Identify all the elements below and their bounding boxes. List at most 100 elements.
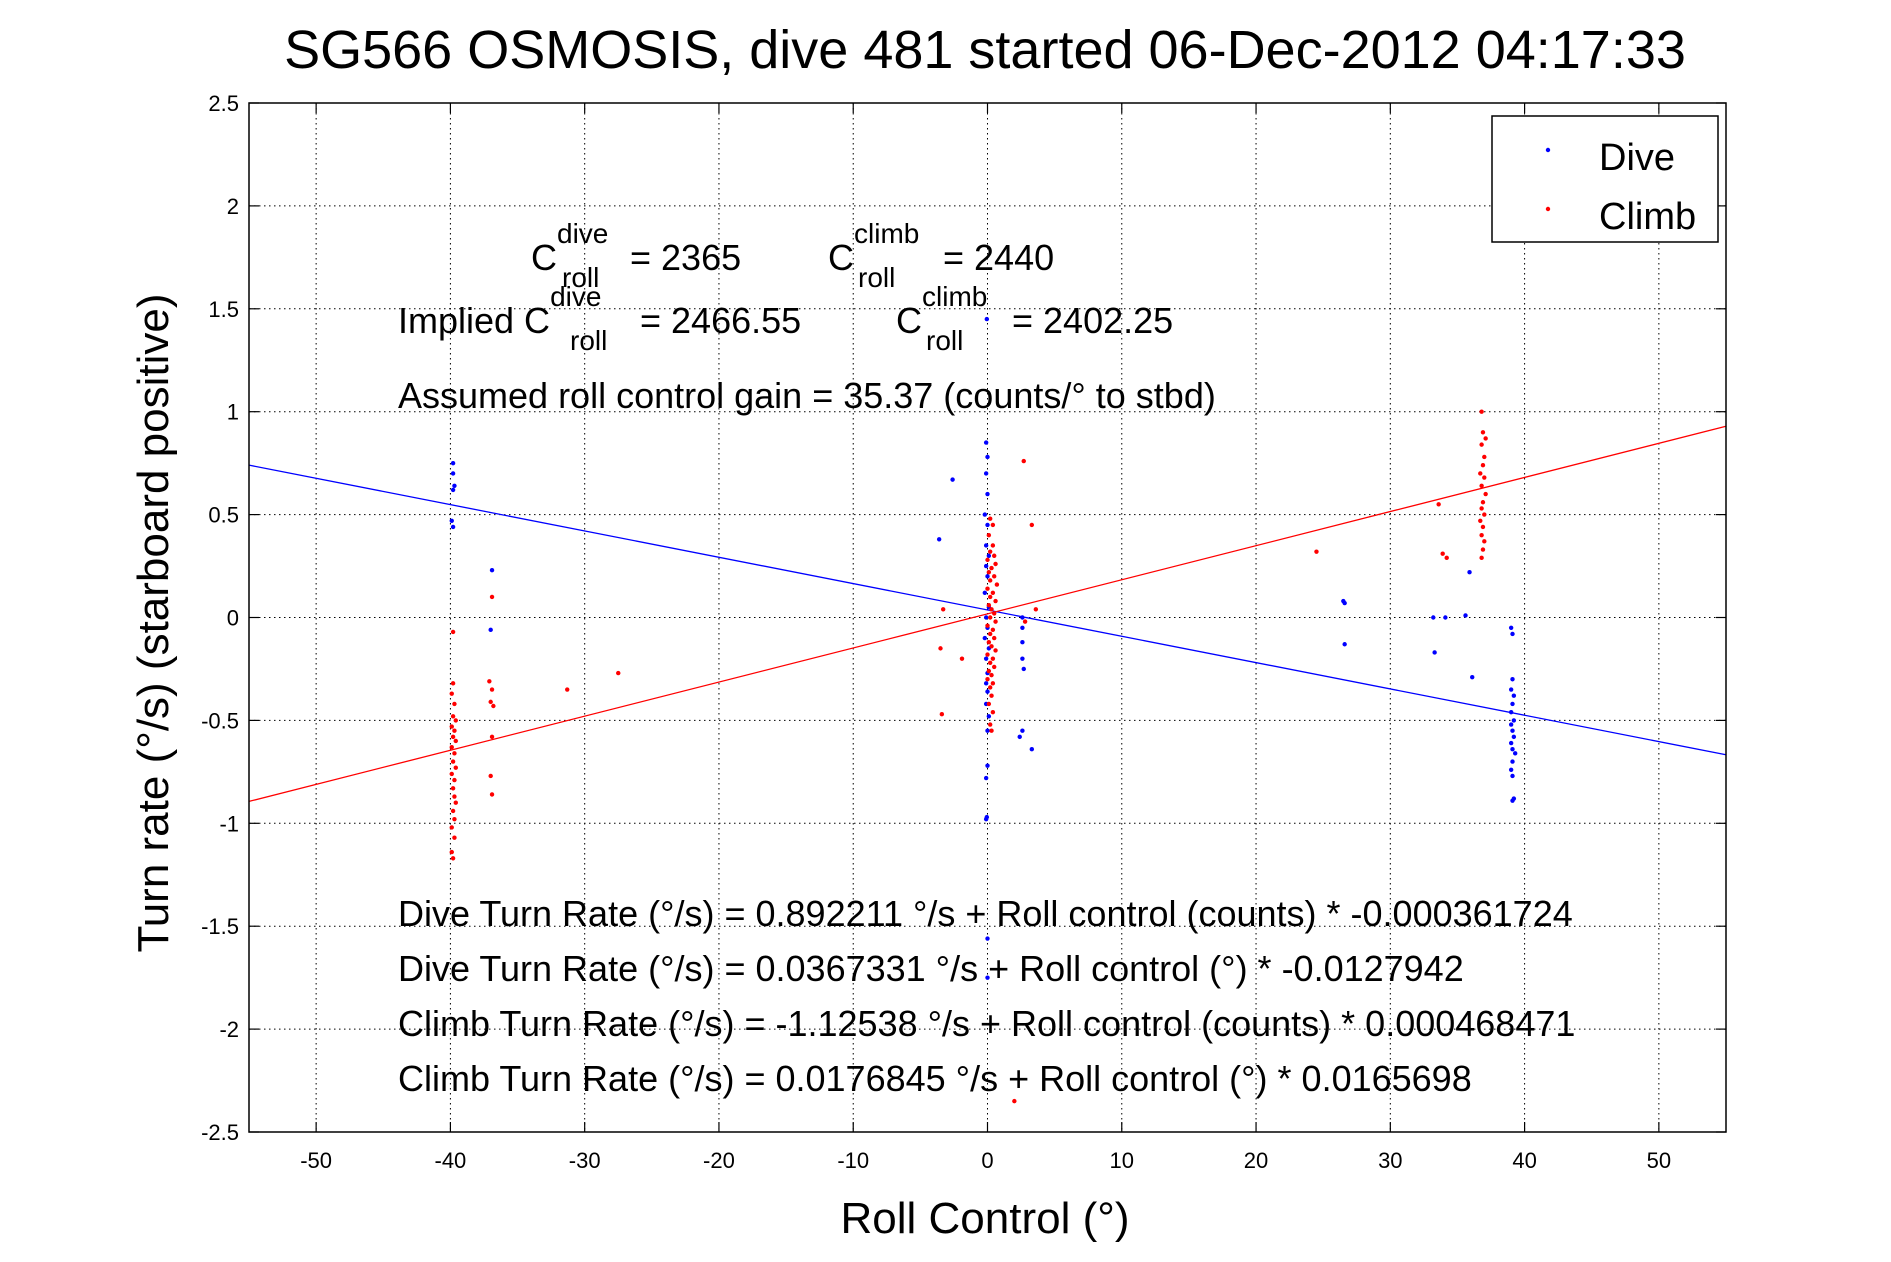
data-point <box>984 316 990 322</box>
data-point <box>993 561 998 567</box>
legend-box <box>1491 115 1719 243</box>
data-point <box>985 623 990 628</box>
data-point <box>449 771 454 777</box>
data-point <box>565 687 570 692</box>
data-point <box>487 679 492 684</box>
x-tick-label: -40 <box>435 1148 467 1173</box>
data-point <box>1021 666 1026 672</box>
data-point <box>449 825 454 830</box>
data-point <box>1511 734 1517 740</box>
x-tick-label: 0 <box>981 1148 993 1173</box>
data-point <box>1479 506 1484 511</box>
data-point <box>1511 693 1517 698</box>
data-point <box>983 656 989 661</box>
data-point <box>987 631 993 637</box>
data-point <box>985 652 990 657</box>
data-point <box>616 670 621 676</box>
data-point <box>986 602 992 608</box>
data-point <box>452 816 457 822</box>
data-point <box>1020 625 1025 630</box>
data-point <box>1480 463 1486 468</box>
data-point <box>1510 728 1515 733</box>
data-point <box>1020 728 1025 733</box>
data-point <box>990 543 996 548</box>
data-point <box>985 728 990 733</box>
data-point <box>1478 518 1483 523</box>
implied-climb-label: Cclimb roll <box>896 281 987 356</box>
data-point <box>987 578 993 583</box>
data-point <box>450 714 456 719</box>
legend-marker-dive <box>1545 147 1551 153</box>
dive-eq-counts: Dive Turn Rate (°/s) = 0.892211 °/s + Ro… <box>398 893 1573 934</box>
data-point <box>1508 687 1514 692</box>
data-point <box>450 681 456 686</box>
data-point <box>489 567 495 573</box>
data-point <box>983 816 989 822</box>
data-point <box>985 763 990 768</box>
data-point <box>1510 631 1515 637</box>
data-point <box>990 627 996 633</box>
data-point <box>989 672 994 678</box>
fit-line-climb <box>248 425 1727 803</box>
data-point <box>1510 677 1515 682</box>
c-roll-dive-sub: roll <box>562 262 599 293</box>
data-point <box>993 648 998 653</box>
legend-label-dive: Dive <box>1599 137 1675 179</box>
data-point <box>1314 549 1319 554</box>
data-point <box>940 607 946 612</box>
data-point <box>1022 619 1028 624</box>
data-point <box>452 701 457 707</box>
y-tick-label: 0.5 <box>208 503 239 528</box>
data-point <box>1511 718 1517 723</box>
data-point <box>986 701 992 707</box>
data-point <box>1432 650 1437 655</box>
data-point <box>986 639 992 645</box>
data-point <box>450 524 456 530</box>
data-point <box>1510 798 1515 803</box>
data-point <box>452 835 457 840</box>
data-point <box>990 590 996 596</box>
data-point <box>993 598 998 604</box>
data-point <box>1020 656 1025 661</box>
data-point <box>1479 555 1484 561</box>
c-roll-dive-label: Cdive roll <box>531 218 608 293</box>
data-point <box>983 681 989 686</box>
data-point <box>982 635 988 641</box>
data-point <box>450 759 456 764</box>
data-point <box>985 689 990 694</box>
implied-dive-sub: roll <box>570 325 607 356</box>
data-point <box>1482 454 1487 460</box>
data-point <box>985 936 990 941</box>
data-point <box>1508 722 1514 727</box>
data-point <box>1479 409 1484 414</box>
implied-dive-sup: dive <box>550 281 601 312</box>
data-point <box>1029 747 1035 752</box>
data-point <box>959 656 965 661</box>
implied-climb-sup: climb <box>922 281 987 312</box>
data-point <box>449 518 454 523</box>
data-point <box>987 685 993 690</box>
climb-eq-degrees: Climb Turn Rate (°/s) = 0.0176845 °/s + … <box>398 1058 1472 1099</box>
data-point <box>1436 502 1441 507</box>
fit-line-dive <box>248 464 1727 756</box>
c-roll-dive-base: C <box>531 237 557 278</box>
data-point <box>986 570 992 575</box>
data-point <box>1480 500 1486 505</box>
data-point <box>1440 551 1445 556</box>
x-tick-label: 50 <box>1647 1148 1671 1173</box>
data-point <box>1467 570 1472 575</box>
data-point <box>982 512 988 517</box>
data-point <box>491 703 496 709</box>
data-point <box>1033 607 1039 612</box>
data-point <box>983 440 989 445</box>
data-point <box>450 808 456 814</box>
data-point <box>989 728 994 733</box>
x-tick-label: 20 <box>1244 1148 1268 1173</box>
data-point <box>983 471 989 476</box>
y-tick-label: 2.5 <box>208 91 239 116</box>
data-point <box>449 849 454 855</box>
x-tick-label: -30 <box>569 1148 601 1173</box>
data-point <box>985 557 990 563</box>
data-point <box>1510 747 1515 752</box>
